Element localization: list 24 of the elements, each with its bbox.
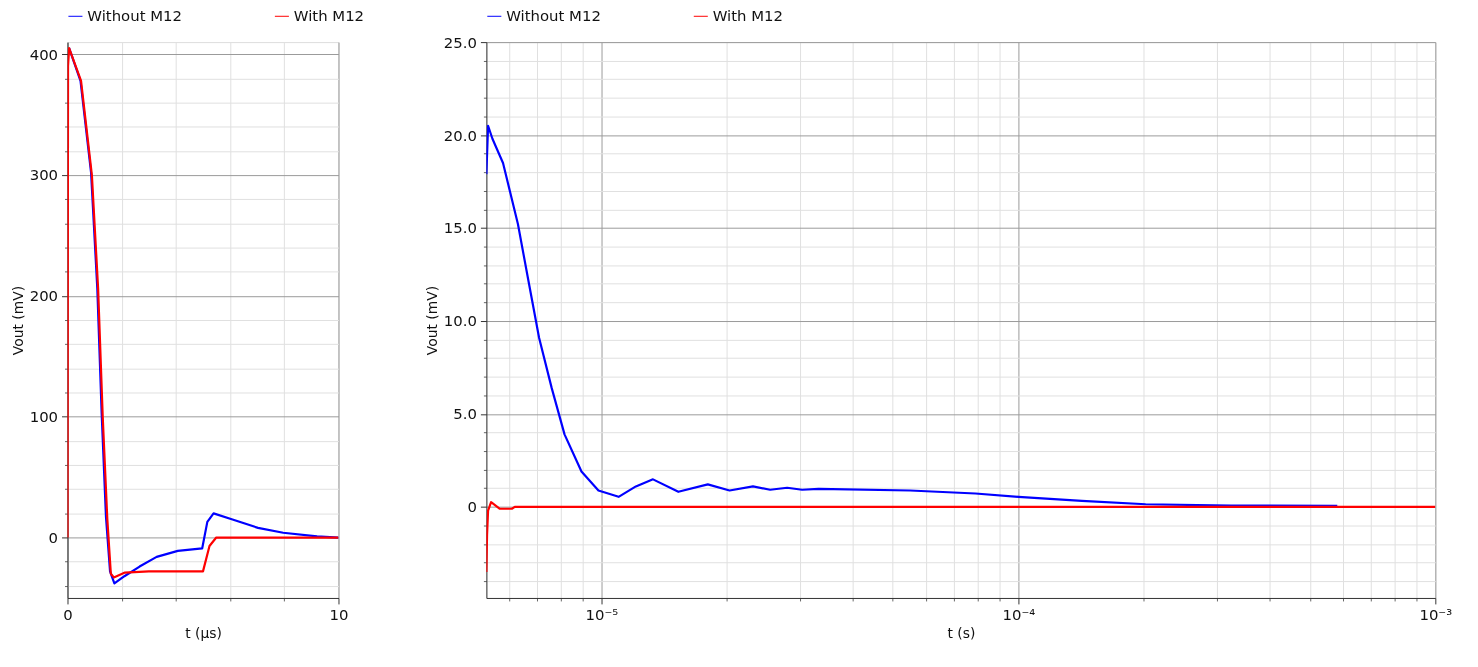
x-tick-label: 10	[329, 606, 349, 625]
y-axis-title: Vout (mV)	[423, 285, 440, 356]
x-tick-label: 0	[63, 606, 73, 625]
y-tick-label: 0	[467, 498, 477, 517]
y-tick-label: 15.0	[443, 219, 477, 238]
y-tick-label: 0	[48, 529, 59, 547]
y-tick-label: 5.0	[453, 405, 477, 424]
x-axis-title: t (s)	[947, 625, 976, 642]
x-tick-label: 10⁻⁵	[585, 606, 619, 625]
legend-label: With M12	[293, 7, 365, 26]
y-tick-label: 25.0	[443, 33, 477, 52]
y-axis-title: Vout (mV)	[9, 285, 26, 356]
y-tick-label: 10.0	[443, 312, 477, 331]
y-tick-label: 100	[29, 408, 59, 427]
y-tick-label: 300	[29, 166, 59, 185]
x-tick-label: 10⁻⁴	[1002, 606, 1036, 625]
x-tick-label: 10⁻³	[1419, 606, 1453, 625]
x-axis-title: t (µs)	[185, 625, 222, 642]
legend-label: With M12	[712, 7, 783, 26]
y-tick-label: 200	[29, 287, 59, 306]
legend-label: Without M12	[506, 7, 601, 26]
legend-label: Without M12	[87, 7, 182, 26]
y-tick-label: 400	[29, 45, 59, 64]
y-tick-label: 20.0	[443, 126, 477, 145]
